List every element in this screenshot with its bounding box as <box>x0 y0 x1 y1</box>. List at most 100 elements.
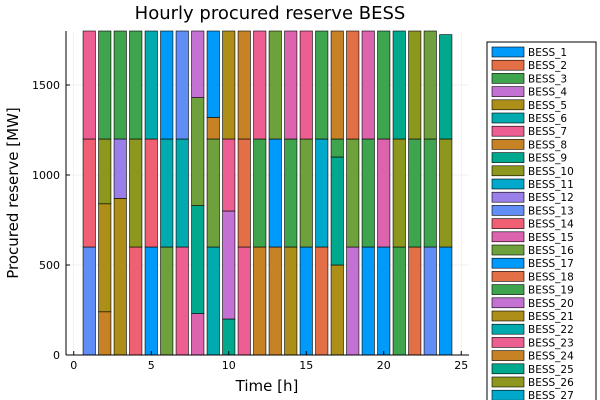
legend-label: BESS_16 <box>528 245 574 257</box>
bar-segment-hour-16-BESS_11 <box>315 138 329 248</box>
x-axis-label: Time [h] <box>235 377 299 395</box>
bar-segment-hour-2-BESS_3 <box>98 30 112 140</box>
legend-swatch <box>491 73 525 84</box>
bar-segment-hour-14-BESS_3 <box>284 138 298 248</box>
bar-segment-hour-15-BESS_7 <box>299 30 313 140</box>
legend-label: BESS_20 <box>528 298 574 310</box>
legend-label: BESS_10 <box>528 166 574 178</box>
x-tick-label: 0 <box>70 359 77 372</box>
bar-segment-hour-21-BESS_3 <box>392 246 406 356</box>
bar-segment-hour-15-BESS_16 <box>299 138 313 248</box>
bar-segment-hour-24-BESS_9 <box>439 34 453 140</box>
legend-swatch <box>491 99 525 111</box>
legend-swatch <box>491 323 525 335</box>
bar-segment-hour-13-BESS_16 <box>268 30 282 140</box>
bar-segment-hour-8-BESS_16 <box>191 97 205 206</box>
y-tick-label: 500 <box>39 259 60 272</box>
legend-label: BESS_13 <box>528 205 574 217</box>
bar-segment-hour-8-BESS_4 <box>191 30 205 98</box>
bar-segment-hour-17-BESS_5 <box>330 264 344 356</box>
bar-segment-hour-12-BESS_3 <box>253 138 267 248</box>
bar-segment-hour-7-BESS_6 <box>175 138 189 248</box>
legend-label: BESS_24 <box>528 351 574 363</box>
bar-segment-hour-4-BESS_10 <box>129 138 143 248</box>
legend-swatch <box>491 350 525 361</box>
legend-label: BESS_1 <box>528 47 567 59</box>
bar-segment-hour-11-BESS_2 <box>237 138 251 248</box>
bar-segment-hour-9-BESS_8 <box>206 117 220 140</box>
bar-segment-hour-14-BESS_5 <box>284 246 298 356</box>
bar-segment-hour-7-BESS_7 <box>175 246 189 356</box>
legend-label: BESS_11 <box>528 179 574 191</box>
legend-label: BESS_2 <box>528 60 567 72</box>
legend-swatch <box>491 152 525 163</box>
bar-segment-hour-21-BESS_9 <box>392 30 406 140</box>
ticks: 0 5 10 15 20 25 0 500 1000 1500 <box>32 79 468 372</box>
legend-label: BESS_26 <box>528 377 574 389</box>
bar-segment-hour-2-BESS_10 <box>98 138 112 205</box>
legend-swatch <box>491 244 525 256</box>
legend-label: BESS_27 <box>528 390 574 400</box>
bar-segment-hour-2-BESS_5 <box>98 203 112 313</box>
legend-swatch <box>491 59 525 71</box>
legend-swatch <box>491 363 525 375</box>
legend-swatch <box>491 86 525 97</box>
bar-segment-hour-9-BESS_6 <box>206 246 220 356</box>
legend-label: BESS_14 <box>528 219 574 231</box>
bar-segment-hour-17-BESS_8 <box>330 30 344 140</box>
legend-label: BESS_8 <box>528 139 567 151</box>
bar-segment-hour-12-BESS_7 <box>253 30 267 140</box>
bar-segment-hour-22-BESS_10 <box>408 30 422 140</box>
bar-segment-hour-10-BESS_5 <box>222 30 236 140</box>
legend-swatch <box>491 271 525 282</box>
bar-segment-hour-6-BESS_16 <box>160 246 174 356</box>
legend-swatch <box>491 337 525 348</box>
legend-swatch <box>491 165 525 177</box>
legend-swatch <box>491 191 525 203</box>
bar-segment-hour-22-BESS_3 <box>408 138 422 248</box>
bar-segment-hour-1-BESS_14 <box>82 138 96 248</box>
legend-label: BESS_22 <box>528 324 574 336</box>
bar-segment-hour-3-BESS_3 <box>113 30 127 140</box>
legend-label: BESS_4 <box>528 87 567 99</box>
bars <box>82 30 453 356</box>
x-tick-label: 5 <box>148 359 155 372</box>
bar-segment-hour-7-BESS_13 <box>175 30 189 140</box>
legend-label: BESS_7 <box>528 126 567 138</box>
bar-segment-hour-13-BESS_1 <box>268 138 282 248</box>
bar-segment-hour-9-BESS_1 <box>206 30 220 118</box>
bar-segment-hour-20-BESS_3 <box>377 30 391 140</box>
y-axis-label: Procured reserve [MW] <box>4 107 22 279</box>
legend-swatch <box>491 310 525 322</box>
legend-swatch <box>491 389 525 400</box>
bar-segment-hour-4-BESS_14 <box>129 246 143 356</box>
legend-swatch <box>491 218 525 229</box>
x-tick-label: 20 <box>377 359 391 372</box>
legend-label: BESS_3 <box>528 73 567 85</box>
bar-segment-hour-19-BESS_1 <box>361 246 375 356</box>
legend-label: BESS_9 <box>528 153 567 165</box>
y-tick-label: 0 <box>53 349 60 362</box>
legend-label: BESS_17 <box>528 258 574 270</box>
bar-segment-hour-3-BESS_5 <box>113 198 127 356</box>
y-tick-label: 1000 <box>32 169 60 182</box>
bar-segment-hour-19-BESS_3 <box>361 138 375 248</box>
bar-segment-hour-24-BESS_10 <box>439 138 453 248</box>
bar-segment-hour-6-BESS_6 <box>160 138 174 248</box>
bar-segment-hour-17-BESS_9 <box>330 156 344 266</box>
bar-segment-hour-10-BESS_7 <box>222 138 236 212</box>
legend-label: BESS_18 <box>528 271 574 283</box>
bar-segment-hour-20-BESS_1 <box>377 246 391 356</box>
legend-swatch <box>491 139 525 150</box>
legend-swatch <box>491 257 525 269</box>
bar-segment-hour-5-BESS_14 <box>144 138 158 248</box>
legend-label: BESS_12 <box>528 192 574 204</box>
bar-segment-hour-11-BESS_7 <box>237 246 251 356</box>
bar-segment-hour-1-BESS_7 <box>82 30 96 140</box>
bar-segment-hour-9-BESS_16 <box>206 138 220 248</box>
legend-label: BESS_21 <box>528 311 574 323</box>
x-tick-label: 10 <box>222 359 236 372</box>
bar-segment-hour-17-BESS_3 <box>330 138 344 158</box>
bar-segment-hour-16-BESS_3 <box>315 30 329 140</box>
bar-segment-hour-8-BESS_15 <box>191 313 205 356</box>
